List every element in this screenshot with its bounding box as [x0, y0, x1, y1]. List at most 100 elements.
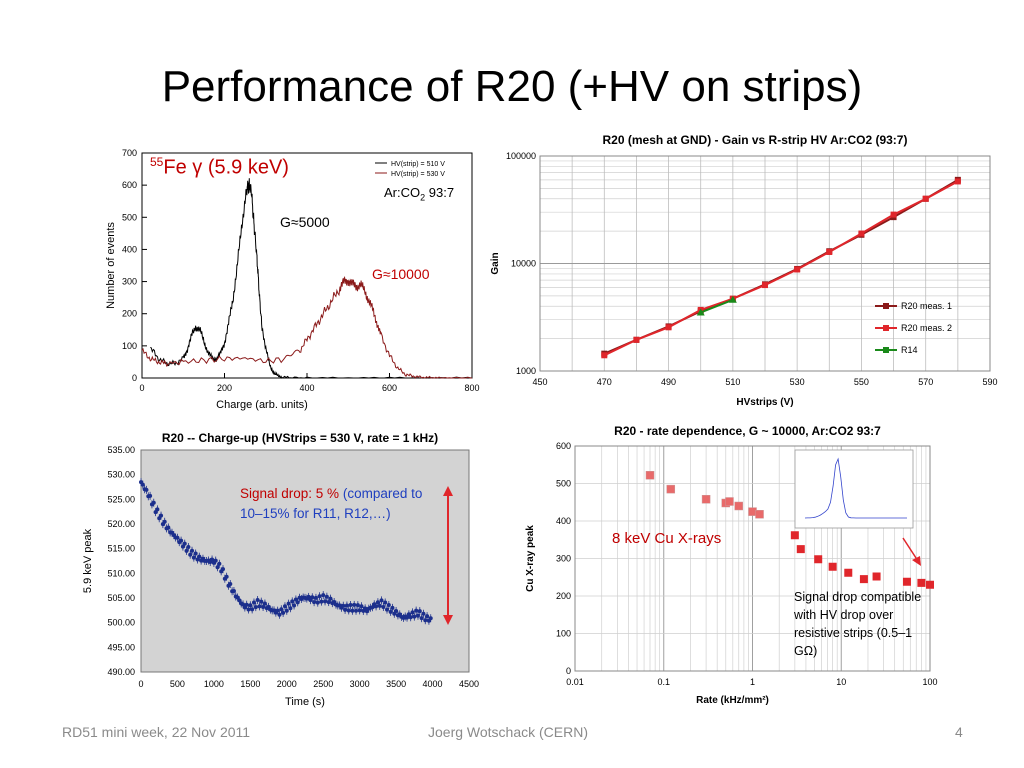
- data-point: [326, 600, 331, 605]
- legend-marker-2: [883, 347, 889, 353]
- data-point: [755, 510, 764, 519]
- series-line-0: [150, 178, 473, 379]
- x-tick-label: 510: [725, 377, 740, 387]
- data-point: [379, 598, 384, 603]
- data-point: [734, 501, 744, 511]
- inset-spectrum: [804, 457, 907, 519]
- y-tick-label: 0: [566, 666, 571, 676]
- data-point: [286, 601, 291, 606]
- data-point: [281, 610, 286, 615]
- data-point: [244, 602, 249, 607]
- data-point: [180, 544, 185, 549]
- plot-area: [140, 449, 470, 673]
- x-tick-label: 1500: [240, 679, 260, 689]
- signal-drop-note: Signal drop: 5 % (compared to 10–15% for…: [240, 484, 440, 524]
- gas-label: Ar:CO2 93:7: [384, 185, 454, 203]
- data-point: [428, 616, 433, 621]
- data-point: [312, 600, 317, 605]
- data-point: [828, 562, 837, 571]
- data-point: [284, 608, 289, 613]
- footer-left: RD51 mini week, 22 Nov 2011: [62, 724, 251, 740]
- data-point: [242, 605, 247, 610]
- y-axis-label: 5.9 keV peak: [82, 528, 94, 593]
- legend-label-2: R14: [901, 345, 918, 355]
- data-point: [415, 613, 420, 618]
- x-tick-label: 3500: [386, 679, 406, 689]
- fe-label-text: Fe γ (5.9 keV): [163, 156, 289, 179]
- series-marker-1: [762, 282, 768, 289]
- legend-label-0: HV(strip) = 510 V: [391, 161, 445, 168]
- data-point: [140, 482, 145, 487]
- y-tick-label: 700: [122, 148, 137, 158]
- data-point: [275, 608, 280, 613]
- signal-drop-red: Signal drop: 5 %: [240, 486, 340, 501]
- x-tick-label: 2500: [313, 679, 333, 689]
- series-marker-1: [954, 178, 961, 185]
- y-axis-label: Number of events: [105, 222, 117, 309]
- data-point: [341, 603, 346, 608]
- data-point: [186, 544, 191, 549]
- x-tick-label: 450: [532, 377, 547, 387]
- y-tick-label: 520.00: [107, 519, 135, 529]
- x-tick-label: 0.1: [657, 677, 670, 687]
- data-point: [417, 609, 422, 614]
- data-point: [306, 594, 311, 599]
- x-axis-label: Charge (arb. units): [216, 399, 308, 411]
- data-point: [182, 541, 187, 546]
- y-tick-label: 500.00: [107, 618, 135, 628]
- gas-sub: 2: [420, 192, 426, 203]
- rate-arrow-head: [912, 556, 921, 566]
- data-point: [262, 601, 267, 606]
- y-tick-label: 495.00: [107, 642, 135, 652]
- x-tick-label: 3000: [350, 679, 370, 689]
- data-point: [419, 616, 424, 621]
- data-point: [350, 608, 355, 613]
- data-point: [237, 598, 242, 603]
- y-tick-label: 600: [122, 180, 137, 190]
- data-point: [210, 557, 215, 562]
- legend-label-1: R20 meas. 2: [901, 323, 952, 333]
- data-point: [814, 555, 823, 564]
- data-point: [381, 604, 386, 609]
- series-marker-1: [890, 211, 897, 218]
- x-tick-label: 550: [854, 377, 869, 387]
- y-tick-label: 535.00: [107, 445, 135, 455]
- x-tick-label: 570: [918, 377, 933, 387]
- plot-frame: [574, 445, 931, 672]
- signal-drop-blue: (compared to 10–15% for R11, R12,…): [240, 486, 423, 521]
- y-tick-label: 400: [556, 516, 571, 526]
- data-point: [410, 610, 415, 615]
- x-tick-label: 400: [299, 383, 314, 393]
- data-point: [255, 598, 260, 603]
- x-tick-label: 1: [750, 677, 755, 687]
- data-point: [151, 500, 156, 505]
- data-point: [166, 525, 171, 530]
- data-point: [859, 575, 868, 584]
- series-marker-2: [696, 308, 705, 316]
- y-tick-label: 490.00: [107, 667, 135, 677]
- data-point: [390, 605, 395, 610]
- data-point: [179, 538, 184, 543]
- data-point: [917, 578, 926, 587]
- data-point: [251, 600, 256, 605]
- fe55-spectrum-chart: 0 100 200 300 400 500 600 700 0 200 400 600 800 Charg…: [105, 148, 480, 411]
- fe-label: 55Fe γ (5.9 keV): [150, 155, 289, 180]
- data-point: [348, 603, 353, 608]
- data-point: [352, 602, 357, 607]
- data-point: [666, 484, 676, 494]
- series-marker-1: [826, 248, 833, 255]
- y-tick-label: 500: [556, 479, 571, 489]
- data-point: [250, 607, 255, 612]
- data-point: [354, 608, 359, 613]
- series-marker-1: [922, 195, 929, 202]
- x-tick-label: 530: [790, 377, 805, 387]
- series-marker-1: [858, 230, 865, 237]
- x-tick-label: 4500: [459, 679, 479, 689]
- series-marker-2: [728, 295, 737, 303]
- legend-label-1: HV(strip) = 530 V: [391, 171, 445, 178]
- rate-note: Signal drop compatible with HV drop over…: [794, 590, 922, 658]
- data-point: [370, 605, 375, 610]
- rate-arrow: [902, 537, 919, 562]
- data-point: [231, 589, 236, 594]
- series-line-1: [603, 180, 959, 357]
